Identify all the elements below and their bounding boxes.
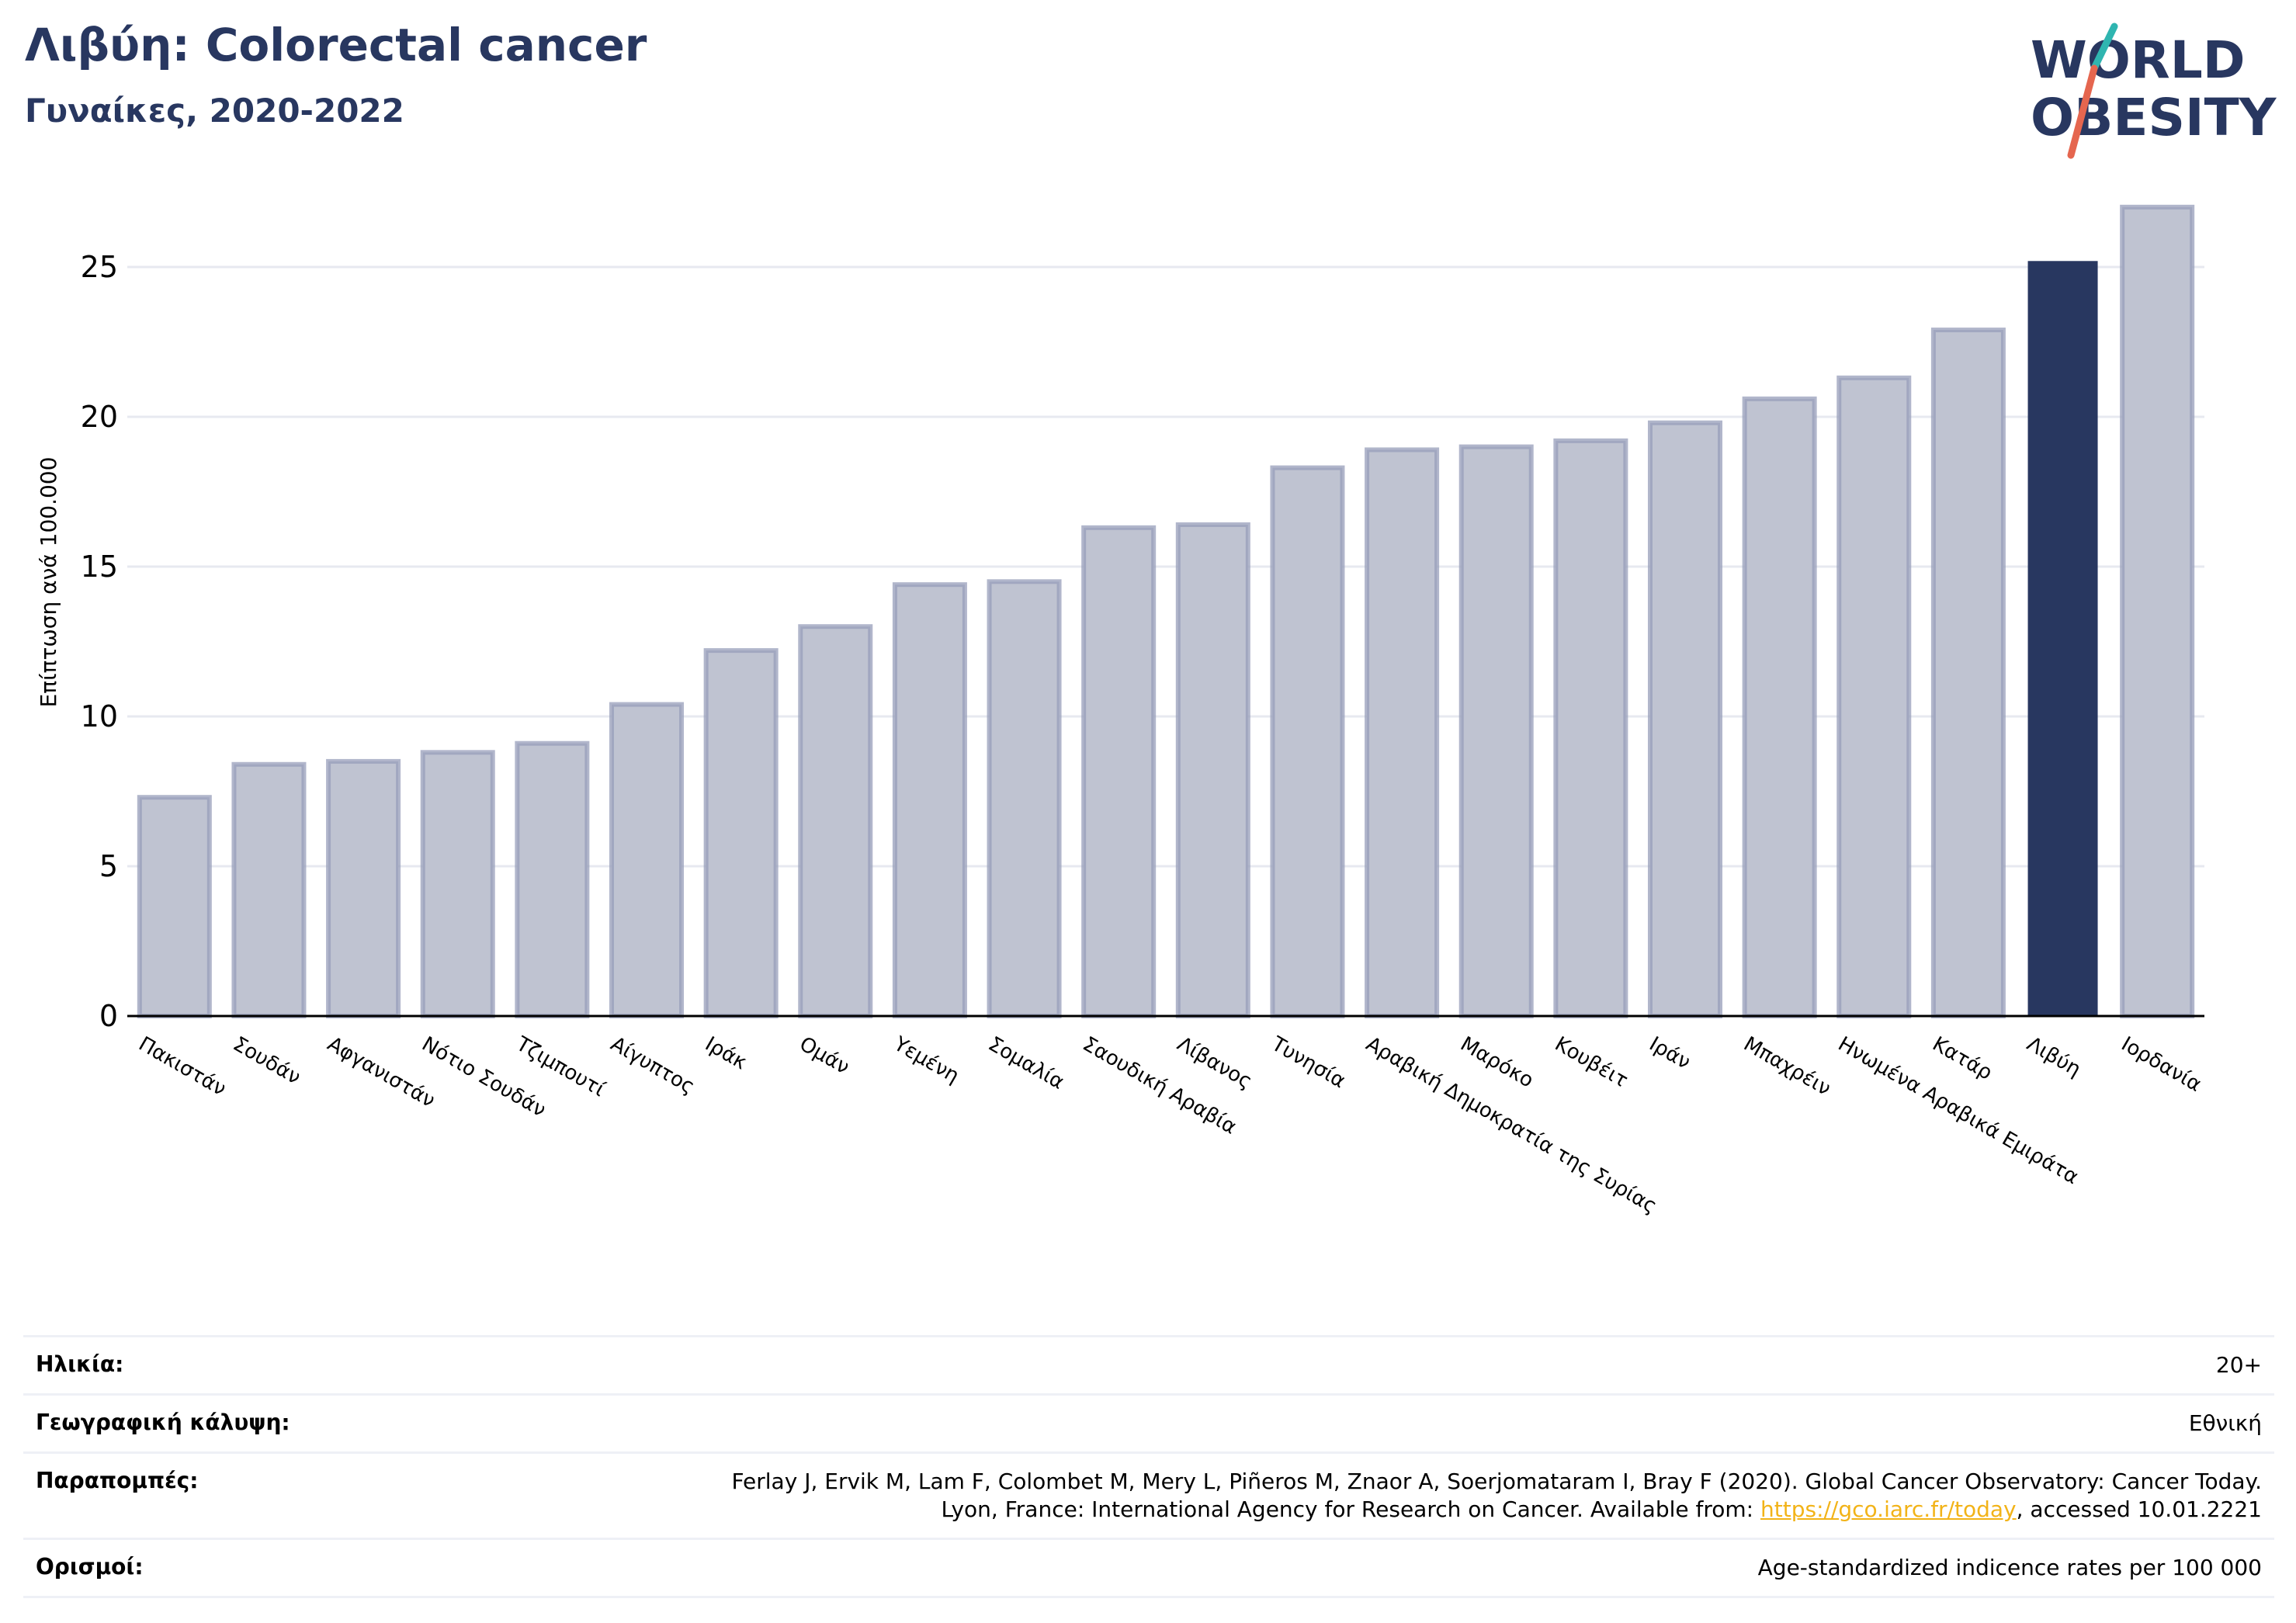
x-tick-label: Τυνησία [1267,1032,1349,1094]
logo-line1: WORLD [2031,30,2246,90]
bar [2027,261,2098,1016]
bar [1081,525,1157,1018]
info-row-age: Ηλικία: 20+ [23,1335,2274,1395]
bar [1458,444,1534,1018]
x-tick-label: Ιορδανία [2117,1032,2205,1097]
bar [1553,438,1628,1018]
bar [420,750,495,1018]
x-tick-label: Σουδάν [229,1032,304,1089]
chart-subtitle: Γυναίκες, 2020-2022 [25,92,404,130]
x-tick-label: Σομαλία [984,1032,1068,1094]
bar [515,740,590,1018]
references-line2-suffix: , accessed 10.01.2221 [2016,1496,2262,1522]
x-tick-label: Υεμένη [890,1032,963,1088]
bar [1365,447,1440,1018]
info-row-coverage: Γεωγραφική κάλυψη: Εθνική [23,1393,2274,1453]
y-tick-labels: 0 5 10 15 20 25 [81,250,118,1033]
info-row-references: Παραπομπές: Ferlay J, Ervik M, Lam F, Co… [23,1451,2274,1539]
x-tick-label: Λίβανος [1173,1032,1256,1094]
bar [1647,420,1723,1018]
bar [892,582,967,1018]
bar [798,624,873,1018]
bar [231,761,307,1018]
logo-line2: OBESITY [2031,88,2277,147]
info-table: Ηλικία: 20+ Γεωγραφική κάλυψη: Εθνική Πα… [23,1335,2274,1598]
x-tick-label: Ιράν [1646,1032,1694,1074]
x-tick-label: Αίγυπτος [607,1032,699,1099]
bars [137,204,2195,1019]
references-value: Ferlay J, Ervik M, Lam F, Colombet M, Me… [483,1451,2274,1539]
coverage-value: Εθνική [483,1393,2274,1453]
bar [326,758,401,1019]
y-axis-label: Επίπτωση ανά 100.000 [36,457,61,708]
definitions-label: Ορισμοί: [23,1538,483,1598]
world-obesity-logo: WORLD OBESITY [2031,23,2277,159]
x-tick-label: Κουβέιτ [1551,1032,1632,1093]
definitions-value: Age-standardized indicence rates per 100… [483,1538,2274,1598]
coverage-label: Γεωγραφική κάλυψη: [23,1393,483,1453]
chart-title: Λιβύη: Colorectal cancer [25,19,647,71]
x-tick-label: Πακιστάν [134,1032,230,1101]
references-line2-prefix: Lyon, France: International Agency for R… [941,1496,1760,1522]
x-tick-label: Ιράκ [701,1032,751,1074]
bar [609,702,685,1018]
references-line1: Ferlay J, Ervik M, Lam F, Colombet M, Me… [731,1469,2262,1494]
bar [1930,328,2006,1018]
bar [2120,204,2195,1018]
bar [1270,465,1345,1018]
references-label: Παραπομπές: [23,1451,483,1539]
references-link[interactable]: https://gco.iarc.fr/today [1760,1496,2017,1522]
y-tick-label: 5 [99,849,118,883]
bar [703,648,779,1019]
bar [1175,522,1250,1018]
y-tick-label: 25 [81,250,118,284]
x-tick-label: Αφγανιστάν [324,1032,439,1112]
age-value: 20+ [483,1335,2274,1395]
y-tick-label: 10 [81,699,118,733]
bar [1836,375,1912,1018]
bar [1742,396,1817,1018]
y-tick-label: 15 [81,550,118,584]
bar [137,795,212,1018]
bar [987,579,1062,1018]
y-tick-label: 0 [99,999,118,1033]
x-tick-label: Κατάρ [1928,1032,1996,1085]
info-row-definitions: Ορισμοί: Age-standardized indicence rate… [23,1538,2274,1598]
y-tick-label: 20 [81,400,118,434]
x-tick-label: Μαρόκο [1456,1032,1537,1093]
x-tick-label: Σαουδική Αραβία [1079,1032,1240,1139]
x-tick-label: Μπαχρέιν [1739,1032,1834,1101]
x-tick-label: Ομάν [796,1032,853,1079]
x-tick-label: Λιβύη [2023,1032,2085,1081]
age-label: Ηλικία: [23,1335,483,1395]
